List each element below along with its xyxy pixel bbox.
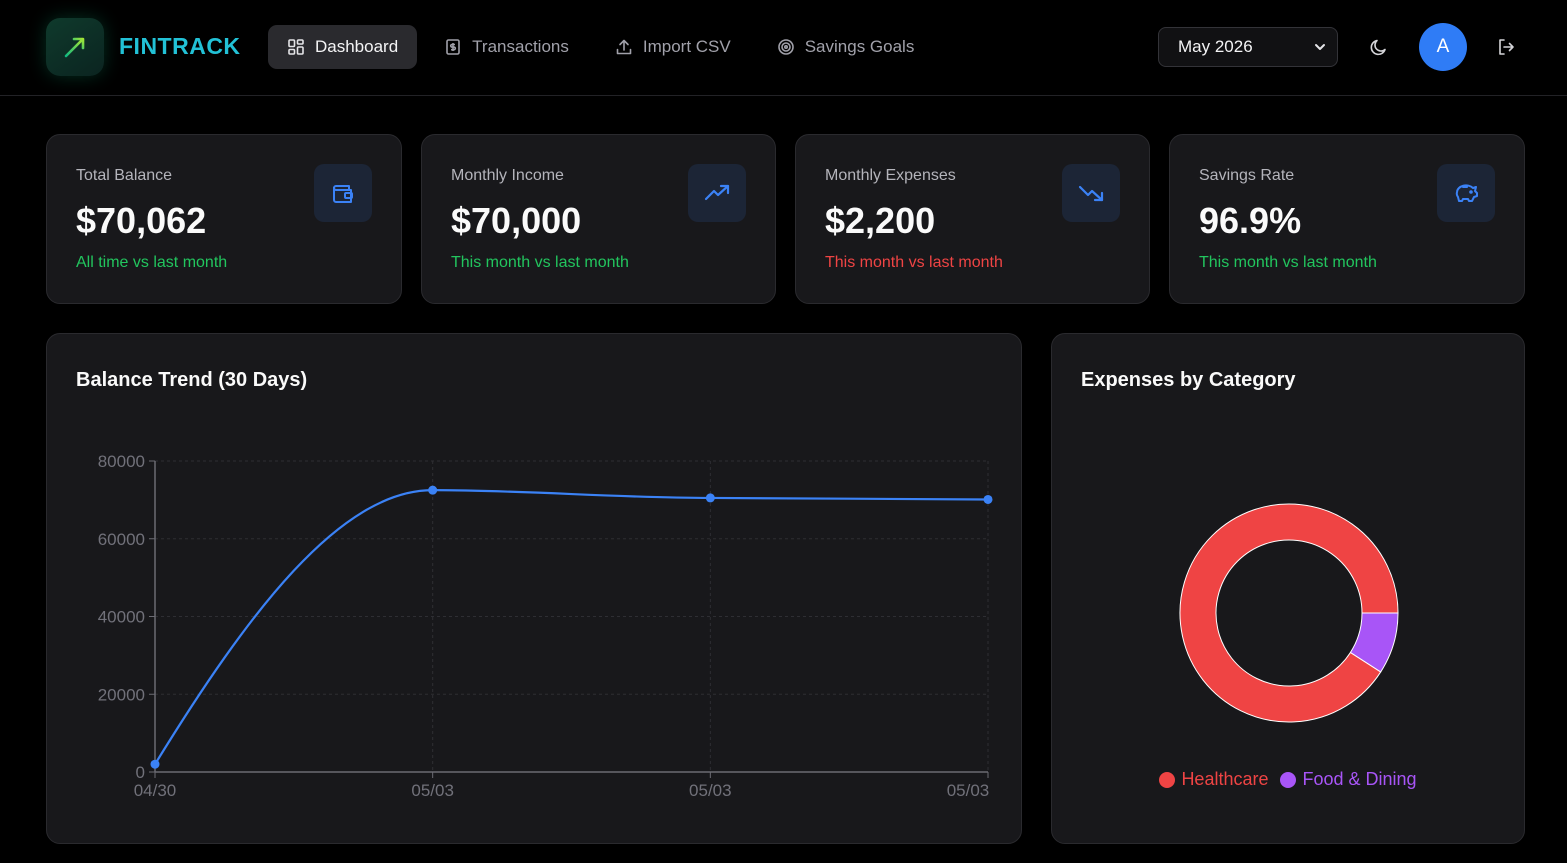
stat-subtext: This month vs last month bbox=[825, 254, 1003, 271]
nav-dashboard[interactable]: Dashboard bbox=[268, 25, 418, 69]
balance-trend-panel: Balance Trend (30 Days) 0 20000 40000 60000… bbox=[46, 333, 1022, 844]
y-tick-label: 0 bbox=[136, 763, 145, 782]
theme-toggle-button[interactable] bbox=[1365, 33, 1393, 61]
upload-icon bbox=[616, 39, 632, 55]
y-tick-label: 60000 bbox=[98, 530, 145, 549]
stat-icon-box bbox=[688, 164, 746, 222]
x-tick-label: 05/03 bbox=[689, 781, 732, 800]
receipt-icon bbox=[446, 39, 460, 55]
balance-trend-title: Balance Trend (30 Days) bbox=[76, 369, 308, 391]
nav-savings-goals[interactable]: Savings Goals bbox=[758, 25, 934, 69]
balance-line bbox=[154, 489, 989, 765]
piggy-bank-icon bbox=[1455, 184, 1478, 202]
x-tick-label: 04/30 bbox=[134, 781, 177, 800]
nav-import-csv-label: Import CSV bbox=[642, 37, 731, 56]
chevron-down-icon bbox=[1315, 44, 1325, 50]
nav-savings-goals-label: Savings Goals bbox=[804, 37, 915, 56]
donut-slice-food-dining[interactable] bbox=[1349, 612, 1399, 673]
y-tick-label: 40000 bbox=[98, 608, 145, 627]
avatar-initial: A bbox=[1436, 36, 1450, 57]
stat-value: $70,000 bbox=[451, 200, 582, 241]
logo[interactable] bbox=[46, 18, 104, 76]
nav-import-csv[interactable]: Import CSV bbox=[596, 25, 750, 69]
stat-icon-box bbox=[1437, 164, 1495, 222]
logout-button[interactable] bbox=[1492, 33, 1520, 61]
balance-point[interactable] bbox=[983, 494, 993, 504]
stat-value: $70,062 bbox=[76, 200, 207, 241]
stat-label: Total Balance bbox=[76, 167, 173, 184]
donut-legend: Healthcare Food & Dining bbox=[1052, 769, 1524, 790]
legend-swatch bbox=[1280, 771, 1297, 788]
nav-transactions[interactable]: Transactions bbox=[425, 25, 588, 69]
stat-card-monthly-expenses: Monthly Expenses $2,200 This month vs la… bbox=[795, 134, 1150, 304]
brand-name: FINTRACK bbox=[119, 33, 241, 59]
stat-icon-box bbox=[314, 164, 372, 222]
stat-label: Monthly Income bbox=[451, 167, 564, 184]
stat-value: 96.9% bbox=[1199, 200, 1302, 241]
dashboard-grid-icon bbox=[288, 39, 304, 55]
month-select[interactable]: May 2026 bbox=[1158, 27, 1338, 67]
logout-icon bbox=[1499, 39, 1514, 55]
stat-card-monthly-income: Monthly Income $70,000 This month vs las… bbox=[421, 134, 776, 304]
balance-trend-chart[interactable]: 0 20000 40000 60000 80000 04/30 05/03 05/03 05/0… bbox=[47, 334, 1023, 845]
trending-down-icon bbox=[1078, 185, 1104, 202]
stat-card-total-balance: Total Balance $70,062 All time vs last m… bbox=[46, 134, 402, 304]
nav-transactions-label: Transactions bbox=[472, 37, 569, 56]
legend-label: Food & Dining bbox=[1302, 769, 1417, 789]
y-tick-label: 20000 bbox=[98, 685, 145, 704]
month-select-value: May 2026 bbox=[1178, 37, 1253, 56]
top-header: FINTRACK Dashboard Transactions Import C… bbox=[0, 0, 1567, 96]
stat-subtext: This month vs last month bbox=[451, 254, 629, 271]
stat-label: Monthly Expenses bbox=[825, 167, 956, 184]
x-tick-label: 05/03 bbox=[411, 781, 454, 800]
stat-card-savings-rate: Savings Rate 96.9% This month vs last mo… bbox=[1169, 134, 1525, 304]
nav-dashboard-label: Dashboard bbox=[315, 37, 399, 56]
balance-point[interactable] bbox=[705, 493, 715, 503]
legend-swatch bbox=[1159, 771, 1176, 788]
target-icon bbox=[777, 39, 794, 55]
wallet-icon bbox=[333, 185, 353, 203]
main-nav: Dashboard Transactions Import CSV Saving… bbox=[268, 25, 933, 69]
legend-item-healthcare[interactable]: Healthcare bbox=[1159, 769, 1268, 790]
stat-icon-box bbox=[1062, 164, 1120, 222]
moon-icon bbox=[1370, 39, 1386, 56]
stat-subtext: All time vs last month bbox=[76, 254, 228, 271]
stat-value: $2,200 bbox=[825, 200, 936, 241]
stat-subtext: This month vs last month bbox=[1199, 254, 1377, 271]
expenses-donut-chart[interactable] bbox=[1052, 334, 1526, 754]
expenses-category-title: Expenses by Category bbox=[1081, 369, 1296, 391]
legend-label: Healthcare bbox=[1181, 769, 1269, 789]
trend-arrow-icon bbox=[64, 37, 85, 58]
trending-up-icon bbox=[704, 184, 730, 201]
stat-label: Savings Rate bbox=[1199, 167, 1295, 184]
expenses-category-panel: Expenses by Category Healthcare Food & D… bbox=[1051, 333, 1525, 844]
y-tick-label: 80000 bbox=[98, 452, 145, 471]
x-tick-label: 05/03 bbox=[947, 781, 990, 800]
balance-point[interactable] bbox=[150, 759, 160, 769]
donut-slice-healthcare[interactable] bbox=[1179, 503, 1399, 723]
balance-point[interactable] bbox=[428, 485, 438, 495]
avatar[interactable]: A bbox=[1419, 23, 1467, 71]
legend-item-food-dining[interactable]: Food & Dining bbox=[1280, 769, 1417, 790]
